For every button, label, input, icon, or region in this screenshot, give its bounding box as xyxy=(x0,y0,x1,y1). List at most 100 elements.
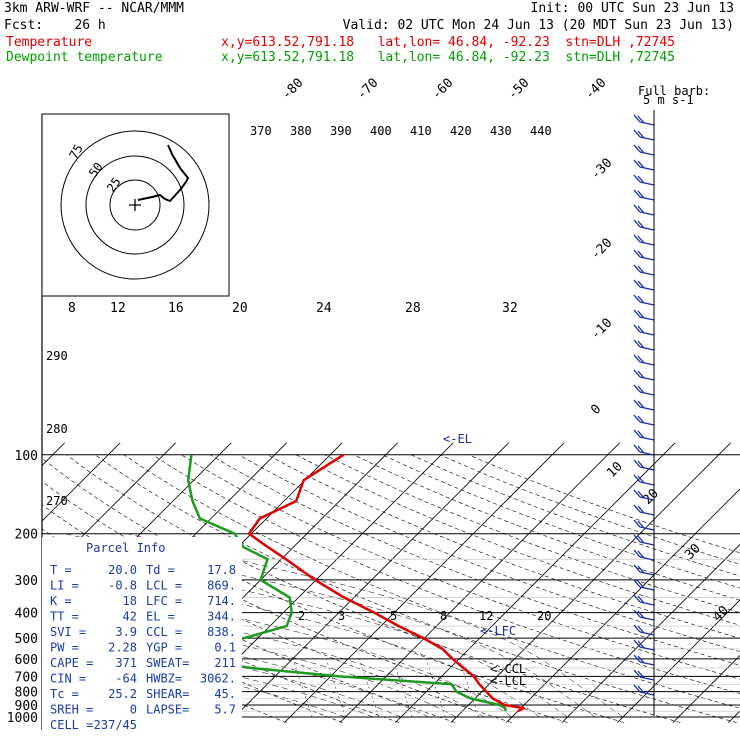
wind-barb xyxy=(639,316,655,321)
parcel-row-label: Tc = xyxy=(50,687,79,701)
wind-barb xyxy=(639,466,655,471)
theta-e-label: 410 xyxy=(410,124,432,138)
wind-barb-flag xyxy=(637,385,645,394)
parcel-row-label-2: CCL = xyxy=(146,625,182,639)
hodograph-ring-label-50: 50 xyxy=(86,160,106,180)
wind-barb xyxy=(639,406,655,411)
wind-barb xyxy=(639,376,655,381)
dry-adiabat xyxy=(238,454,740,652)
wind-barb-flag xyxy=(633,474,641,483)
parcel-row-label: K = xyxy=(50,594,72,608)
dry-adiabat xyxy=(209,454,740,666)
pressure-label: 400 xyxy=(15,607,38,622)
wind-key-value: 5 m s-1 xyxy=(643,93,694,107)
wind-barb-flag xyxy=(637,355,645,364)
wind-barb xyxy=(639,136,655,141)
wind-barb-flag xyxy=(633,384,641,393)
dry-adiabat xyxy=(42,504,512,723)
wind-barb xyxy=(639,586,655,591)
parcel-row-label: SVI = xyxy=(50,625,86,639)
pressure-label: 700 xyxy=(15,670,38,685)
parcel-row-label: CAPE = xyxy=(50,656,93,670)
lcl-marker: <-LCL xyxy=(490,674,526,688)
wind-barb-flag xyxy=(633,189,641,198)
wind-barb-flag xyxy=(633,219,641,228)
theta-label: 270 xyxy=(46,494,68,508)
wind-barb xyxy=(639,646,655,651)
wind-barb-flag xyxy=(637,265,645,274)
wind-barb-flag xyxy=(633,264,641,273)
wind-barb-flag xyxy=(633,204,641,213)
wind-barb-flag xyxy=(637,130,645,139)
dry-adiabat xyxy=(123,454,740,709)
hodograph-center-mark xyxy=(129,199,141,211)
wind-barb-flag xyxy=(633,324,641,333)
wind-barb-flag xyxy=(637,520,645,529)
parcel-row-value: 237/45 xyxy=(94,718,137,732)
wind-barb xyxy=(639,196,655,201)
mixing-ratio-line xyxy=(292,658,313,718)
wind-barb-flag xyxy=(633,459,641,468)
wind-barb-flag xyxy=(633,159,641,168)
wind-barb-flag xyxy=(637,490,645,499)
pressure-label: 100 xyxy=(15,449,38,464)
wind-barb-flag xyxy=(637,460,645,469)
wind-barb-flag xyxy=(637,475,645,484)
wind-barb-flag xyxy=(633,234,641,243)
wind-key-title: Full barb: xyxy=(638,84,710,98)
wind-barb xyxy=(639,391,655,396)
wind-barb-flag xyxy=(637,370,645,379)
parcel-row-value: 2.28 xyxy=(108,641,137,655)
wind-barb xyxy=(639,556,655,561)
parcel-row-value: -64 xyxy=(115,672,137,686)
wind-barb-flag xyxy=(633,339,641,348)
wind-barb-flag xyxy=(633,519,641,528)
pressure-label: 500 xyxy=(15,632,38,647)
parcel-row-value-2: 869. xyxy=(207,579,236,593)
wind-barb-flag xyxy=(637,310,645,319)
wind-barb-flag xyxy=(633,684,641,693)
wind-barb-flag xyxy=(633,249,641,258)
parcel-row-label-2: LAPSE= xyxy=(146,703,189,717)
legend-temperature: Temperature xyxy=(6,35,93,50)
wind-barb xyxy=(639,361,655,366)
moist-adiabat xyxy=(42,639,346,718)
header-line2-left: Fcst: 26 h xyxy=(4,18,106,33)
wind-barb-flag xyxy=(637,415,645,424)
mixing-ratio-line xyxy=(359,658,380,718)
mixing-ratio-label-top: 20 xyxy=(232,301,248,316)
wind-barb xyxy=(639,286,655,291)
parcel-row-value: 42 xyxy=(123,610,137,624)
wind-barb xyxy=(639,661,655,666)
parcel-row-label-2: LFC = xyxy=(146,594,182,608)
wind-barb xyxy=(639,526,655,531)
wind-barb-flag xyxy=(637,625,645,634)
mixing-ratio-label-bottom: 12 xyxy=(479,609,493,623)
moist-adiabat xyxy=(42,609,429,718)
dry-adiabat xyxy=(42,457,625,723)
parcel-row-label-2: EL = xyxy=(146,610,175,624)
wind-barb-flag xyxy=(633,444,641,453)
wind-barb-flag xyxy=(637,205,645,214)
wind-barb-flag xyxy=(633,144,641,153)
wind-barb xyxy=(639,616,655,621)
wind-barb xyxy=(639,541,655,546)
hodograph: 75 50 25 xyxy=(41,113,230,297)
parcel-info-box: Parcel Info T = 20.0 Td = 17.8 LI = -0.8 LCL =… xyxy=(42,537,242,732)
hodograph-ring-outer xyxy=(60,130,210,280)
parcel-info-title: Parcel Info xyxy=(86,541,165,555)
wind-barb-flag xyxy=(637,565,645,574)
wind-barb-flag xyxy=(637,145,645,154)
wind-barb xyxy=(639,226,655,231)
wind-barb-flag xyxy=(637,535,645,544)
wind-barb-flag xyxy=(637,430,645,439)
pressure-label: 300 xyxy=(15,574,38,589)
wind-barb-flag xyxy=(637,595,645,604)
pressure-label: 200 xyxy=(15,528,38,543)
wind-barb-flag xyxy=(637,280,645,289)
wind-barb-flag xyxy=(637,580,645,589)
mixing-ratio-label-top: 16 xyxy=(168,301,184,316)
theta-label: 290 xyxy=(46,349,68,363)
theta-e-label: 370 xyxy=(250,124,272,138)
